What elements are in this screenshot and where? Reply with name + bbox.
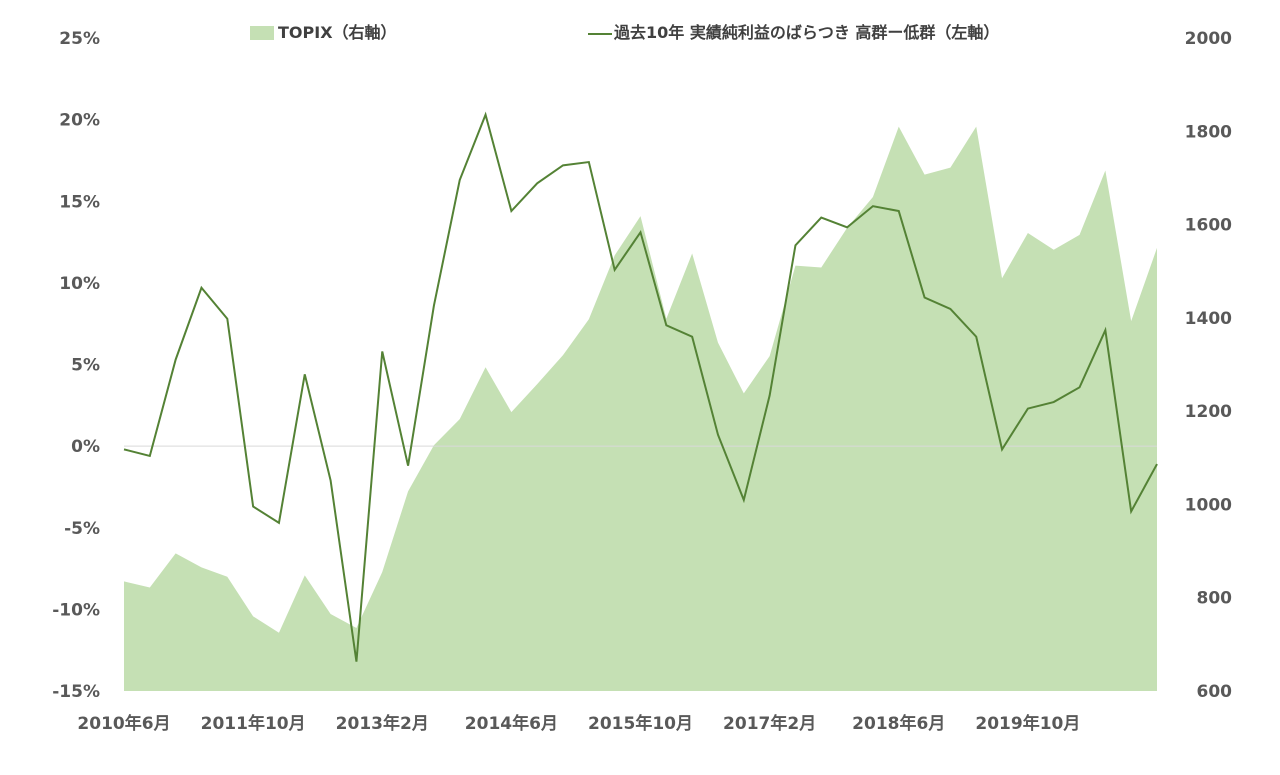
left-axis-tick-label: 0% — [71, 437, 100, 457]
x-axis-tick-label: 2013年2月 — [336, 713, 429, 734]
dispersion-line-layer — [123, 111, 1158, 662]
left-axis-tick-label: -15% — [52, 682, 100, 702]
right-axis-tick-label: 1400 — [1185, 309, 1232, 329]
left-axis-tick-label: 25% — [59, 29, 100, 49]
right-axis-tick-label: 1600 — [1185, 216, 1232, 236]
right-axis-tick-label: 1200 — [1185, 402, 1232, 422]
left-axis-tick-label: -10% — [52, 600, 100, 620]
dispersion-line — [123, 111, 1158, 662]
x-axis-tick-label: 2014年6月 — [465, 713, 558, 734]
x-axis-tick-label: 2011年10月 — [201, 713, 306, 734]
legend: TOPIX（右軸） 過去10年 実績純利益のばらつき 高群ー低群（左軸） — [250, 23, 999, 42]
legend-area-swatch — [250, 26, 274, 40]
x-axis-tick-label: 2019年10月 — [975, 713, 1080, 734]
left-axis-ticks: -15% -10% -5% 0% 5% 10% 15% 20% 25% — [52, 29, 100, 702]
left-axis-tick-label: 20% — [59, 111, 100, 131]
right-axis-tick-label: 1800 — [1185, 122, 1232, 142]
x-axis-tick-label: 2017年2月 — [723, 713, 816, 734]
right-axis-tick-label: 2000 — [1185, 29, 1232, 49]
left-axis-tick-label: -5% — [64, 519, 100, 539]
right-axis-tick-label: 600 — [1197, 682, 1233, 702]
left-axis-tick-label: 5% — [71, 356, 100, 376]
right-axis-tick-label: 1000 — [1185, 495, 1232, 515]
x-axis-tick-label: 2015年10月 — [588, 713, 693, 734]
x-axis-tick-label: 2018年6月 — [852, 713, 945, 734]
topix-area — [124, 126, 1157, 692]
legend-area-label: TOPIX（右軸） — [278, 23, 397, 42]
legend-line-label: 過去10年 実績純利益のばらつき 高群ー低群（左軸） — [613, 23, 999, 42]
right-axis-tick-label: 800 — [1197, 589, 1233, 609]
x-axis-ticks: 2010年6月 2011年10月 2013年2月 2014年6月 2015年10月 201… — [77, 713, 1080, 734]
right-axis-ticks: 600 800 1000 1200 1400 1600 1800 2000 — [1185, 29, 1232, 702]
x-axis-tick-label: 2010年6月 — [77, 713, 170, 734]
left-axis-tick-label: 10% — [59, 274, 100, 294]
left-axis-tick-label: 15% — [59, 192, 100, 212]
topix-area-layer — [124, 126, 1157, 692]
